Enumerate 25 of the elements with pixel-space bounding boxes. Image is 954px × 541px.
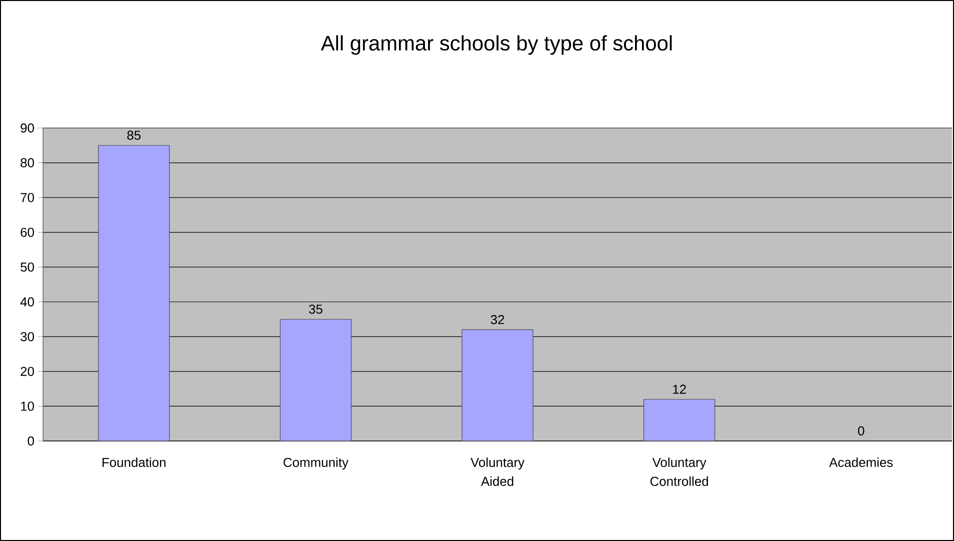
bar (644, 398, 716, 442)
y-tick-label: 20 (20, 366, 34, 376)
bar (462, 329, 534, 442)
y-tick-label: 0 (28, 436, 34, 446)
x-tick-label: Voluntary Controlled (650, 458, 708, 486)
y-tick-label: 40 (20, 297, 34, 306)
x-tick-label: Academies (829, 458, 893, 468)
data-label: 35 (309, 304, 322, 314)
chart-title: All grammar schools by type of school (320, 35, 672, 55)
bar (280, 318, 352, 442)
data-label: 32 (490, 315, 504, 324)
data-label: 85 (127, 130, 141, 140)
y-tick-label: 10 (21, 402, 34, 411)
x-tick-label: Community (284, 458, 348, 470)
bar (98, 145, 170, 442)
y-tick-label: 80 (20, 158, 34, 168)
x-tick-label: Voluntary Aided (470, 458, 524, 486)
y-tick-label: 50 (20, 262, 34, 272)
y-tick-label: 60 (20, 228, 34, 237)
y-tick-label: 90 (20, 123, 34, 133)
data-label: 12 (673, 384, 686, 394)
data-label: 0 (858, 426, 864, 436)
y-tick-label: 30 (20, 332, 34, 342)
y-tick-label: 70 (20, 192, 34, 202)
x-tick-label: Foundation (102, 458, 166, 468)
